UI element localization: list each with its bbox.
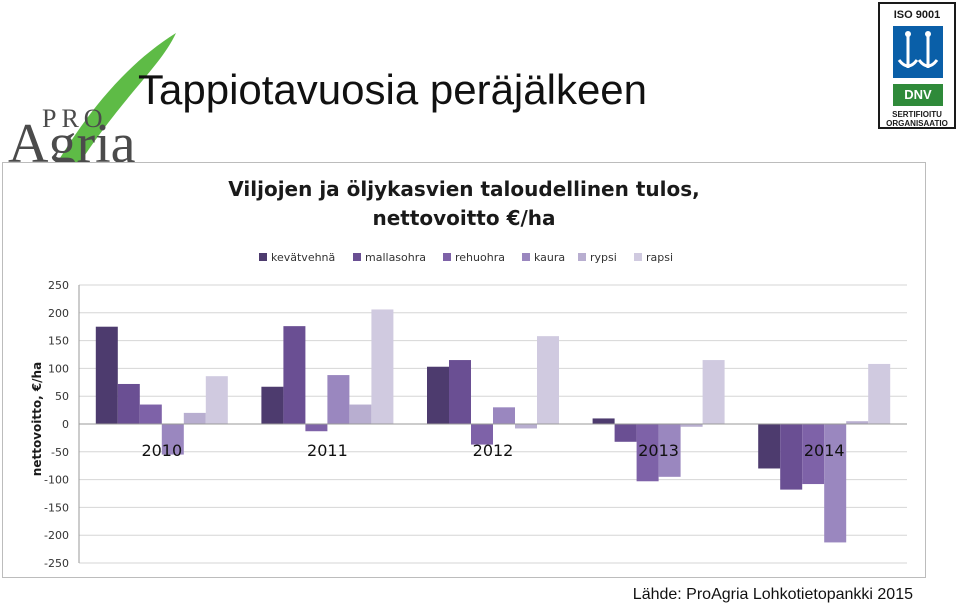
bar (780, 424, 803, 490)
bar (261, 386, 284, 424)
y-tick-label: 50 (55, 390, 69, 403)
proagria-logo (0, 28, 190, 178)
bar (205, 376, 228, 424)
legend-label: rapsi (646, 251, 673, 264)
bar (161, 424, 184, 455)
bar (592, 418, 615, 424)
cert-text-1: SERTIFIOITU (892, 110, 942, 119)
bar (680, 424, 703, 427)
legend-label: rehuohra (455, 251, 505, 264)
category-label: 2013 (638, 441, 679, 460)
bar (449, 360, 471, 424)
bar (636, 424, 659, 482)
bar (846, 421, 869, 424)
cert-text-2: ORGANISAATIO (886, 119, 948, 128)
bar (868, 363, 891, 424)
chart-title: Viljojen ja öljykasvien taloudellinen tu… (228, 177, 699, 201)
dnv-anchor-icon (893, 26, 943, 78)
y-tick-label: -200 (44, 529, 69, 542)
bar (117, 383, 140, 424)
legend-swatch (634, 253, 642, 261)
bar (471, 424, 493, 445)
legend-label: kaura (534, 251, 565, 264)
bar (327, 375, 350, 424)
legend-swatch (259, 253, 267, 261)
y-tick-label: 0 (62, 418, 69, 431)
y-tick-label: -50 (51, 446, 69, 459)
y-tick-label: 200 (48, 307, 69, 320)
y-tick-label: 100 (48, 362, 69, 375)
legend-label: kevätvehnä (271, 251, 335, 264)
bar (427, 366, 449, 424)
category-label: 2011 (307, 441, 348, 460)
legend-label: rypsi (590, 251, 617, 264)
y-axis-label: nettovoitto, €/ha (30, 362, 44, 476)
bar (658, 424, 681, 477)
y-tick-label: 150 (48, 335, 69, 348)
bar (614, 424, 637, 442)
y-tick-label: 250 (48, 279, 69, 292)
bar (824, 424, 847, 543)
y-tick-label: -150 (44, 501, 69, 514)
chart-svg: Viljojen ja öljykasvien taloudellinen tu… (30, 177, 907, 570)
iso-certificate-badge: ISO 9001 DNV SERTIFIOITU ORGANISAATIO (878, 2, 956, 129)
bar (758, 424, 781, 469)
legend-swatch (522, 253, 530, 261)
legend-swatch (443, 253, 451, 261)
bar-chart: Viljojen ja öljykasvien taloudellinen tu… (2, 162, 926, 578)
y-tick-label: -250 (44, 557, 69, 570)
logo-pro-text: PRO (42, 104, 108, 133)
category-label: 2010 (141, 441, 182, 460)
iso-label: ISO 9001 (893, 9, 941, 21)
leaf-icon (48, 33, 176, 178)
y-tick-label: -100 (44, 474, 69, 487)
category-label: 2014 (804, 441, 845, 460)
bar (95, 326, 118, 424)
dnv-label: DNV (893, 84, 943, 106)
bar (349, 404, 372, 424)
logo-agria-text: Agria (8, 116, 136, 168)
bar (802, 424, 825, 485)
bar (493, 407, 515, 424)
bar (371, 309, 394, 424)
legend-swatch (578, 253, 586, 261)
bar (183, 412, 206, 424)
bar (305, 424, 328, 432)
bar (702, 360, 725, 424)
slide-title: Tappiotavuosia peräjälkeen (138, 66, 648, 113)
chart-subtitle: nettovoitto €/ha (372, 206, 555, 230)
category-label: 2012 (473, 441, 514, 460)
bar (515, 424, 537, 429)
bar (537, 336, 559, 424)
bar (139, 404, 162, 424)
legend-label: mallasohra (365, 251, 426, 264)
bar (283, 326, 306, 424)
source-note: Lähde: ProAgria Lohkotietopankki 2015 (632, 586, 913, 603)
legend-swatch (353, 253, 361, 261)
